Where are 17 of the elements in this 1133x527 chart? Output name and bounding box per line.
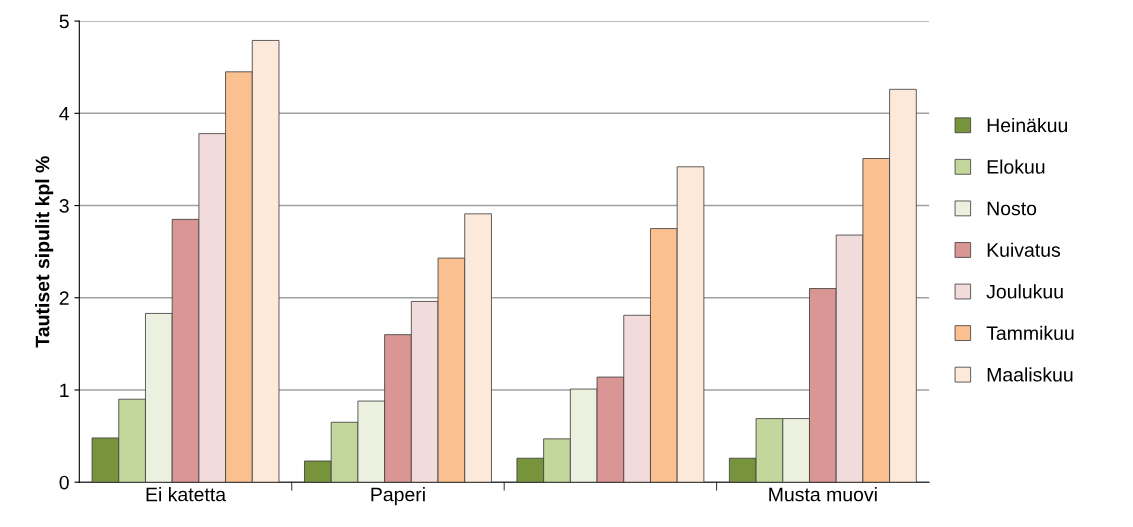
y-tick-label: 1 xyxy=(60,383,69,398)
legend-label: Kuivatus xyxy=(987,242,1061,257)
y-axis-title: Tautiset sipulit kpl % xyxy=(35,156,54,348)
y-tick-label: 5 xyxy=(59,14,69,29)
x-tick-label: Musta muovi xyxy=(769,487,877,502)
legend-label: Heinäkuu xyxy=(987,117,1068,133)
y-tick-label: 0 xyxy=(59,475,69,490)
legend-label: Elokuu xyxy=(987,159,1045,174)
legend-label: Tammikuu xyxy=(986,325,1074,341)
legend-label: Nosto xyxy=(987,201,1037,216)
y-tick-label: 2 xyxy=(59,291,69,305)
x-tick-label: Ei katetta xyxy=(146,487,227,502)
legend-label: Joulukuu xyxy=(986,284,1063,299)
x-tick-label: Paperi xyxy=(371,487,425,506)
legend-label: Maaliskuu xyxy=(987,367,1073,382)
y-tick-label: 4 xyxy=(59,106,70,121)
y-tick-label: 3 xyxy=(59,199,69,213)
